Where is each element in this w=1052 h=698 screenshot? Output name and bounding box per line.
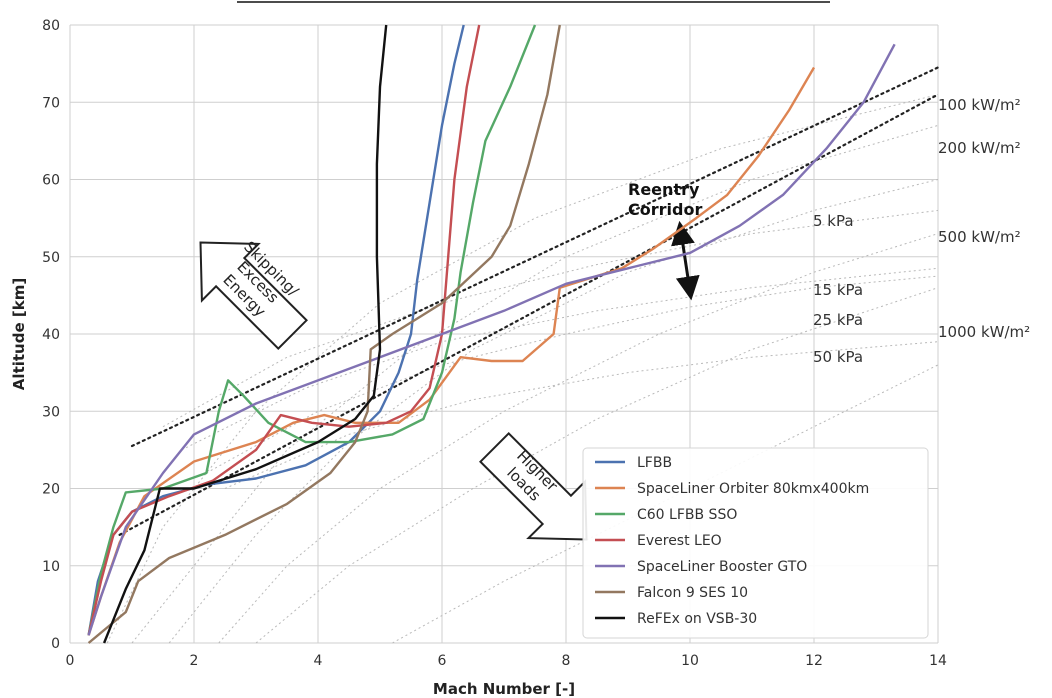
y-tick-label: 10 <box>42 559 60 575</box>
y-tick-label: 50 <box>42 250 60 266</box>
corridor-label: Reentry Corridor <box>628 180 702 219</box>
x-tick-label: 10 <box>681 653 699 669</box>
legend-label: SpaceLiner Booster GTO <box>637 559 807 575</box>
series-line-5 <box>87 43 896 636</box>
x-axis-label: Mach Number [-] <box>433 680 575 698</box>
y-tick-label: 30 <box>42 404 60 420</box>
x-tick-label: 14 <box>929 653 947 669</box>
legend-label: Everest LEO <box>637 533 722 549</box>
legend-label: Falcon 9 SES 10 <box>637 585 748 601</box>
pressure-label: 5 kPa <box>813 212 854 230</box>
pressure-label: 25 kPa <box>813 311 863 329</box>
guide-curve <box>181 267 939 451</box>
x-tick-label: 0 <box>66 653 75 669</box>
series-line-3 <box>87 24 537 636</box>
guide-curve <box>106 94 939 644</box>
legend-label: LFBB <box>637 455 672 471</box>
heat-flux-label: 100 kW/m² <box>938 96 1021 114</box>
y-tick-label: 0 <box>51 636 60 652</box>
skipping-arrow <box>199 241 308 350</box>
x-tick-label: 6 <box>438 653 447 669</box>
legend-box <box>582 447 929 639</box>
heat-flux-label: 1000 kW/m² <box>938 323 1030 341</box>
corridor-upper-line <box>130 66 940 448</box>
x-tick-label: 8 <box>562 653 571 669</box>
skipping-arrow-shape <box>199 241 308 350</box>
series-line-6 <box>87 24 561 644</box>
reentry-corridor: Reentry Corridor <box>118 66 940 536</box>
y-tick-label: 60 <box>42 173 60 189</box>
y-tick-label: 40 <box>42 327 60 343</box>
series-line-4 <box>87 24 481 636</box>
tick-labels: 0 2 4 6 8 10 12 14 0 10 20 30 40 50 60 70 80 <box>42 18 947 669</box>
legend-label: C60 LFBB SSO <box>637 507 737 523</box>
guide-curve <box>255 287 939 644</box>
x-tick-label: 2 <box>190 653 199 669</box>
guide-curve <box>162 209 939 428</box>
pressure-label: 50 kPa <box>813 348 863 366</box>
heat-flux-label: 500 kW/m² <box>938 228 1021 246</box>
legend: LFBB SpaceLiner Orbiter 80kmx400km C60 LFB… <box>582 447 929 639</box>
guide-curve <box>206 275 939 474</box>
y-tick-label: 20 <box>42 482 60 498</box>
corridor-lower-line <box>118 93 940 536</box>
legend-label: SpaceLiner Orbiter 80kmx400km <box>637 481 869 497</box>
series-line-7 <box>102 24 388 644</box>
y-axis-label: Altitude [km] <box>10 278 28 390</box>
series-lines <box>87 24 896 644</box>
corridor-double-arrow <box>671 220 700 301</box>
guide-curve <box>218 233 939 644</box>
y-tick-label: 70 <box>42 95 60 111</box>
x-tick-label: 12 <box>805 653 823 669</box>
series-line-2 <box>87 66 816 636</box>
pressure-label: 15 kPa <box>813 281 863 299</box>
legend-label: ReFEx on VSB-30 <box>637 611 757 627</box>
x-tick-label: 4 <box>314 653 323 669</box>
heat-flux-label: 200 kW/m² <box>938 139 1021 157</box>
y-tick-label: 80 <box>42 18 60 34</box>
